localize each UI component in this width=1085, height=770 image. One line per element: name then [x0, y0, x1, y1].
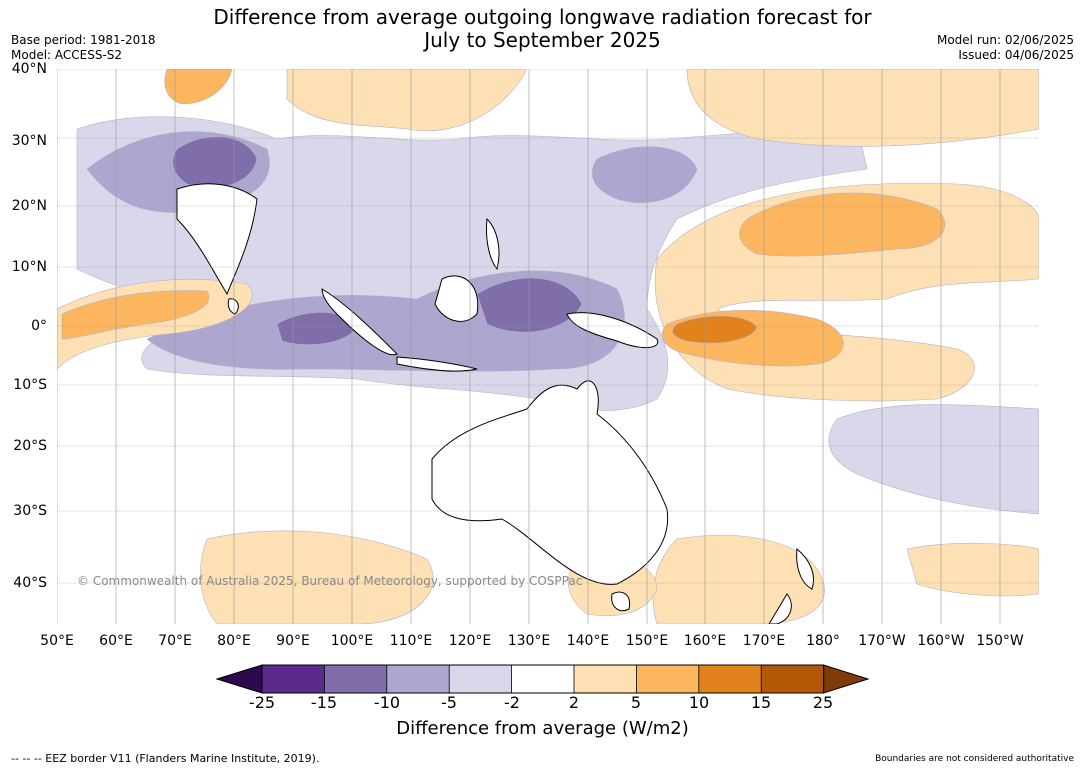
neg-field-new-guinea-dark [476, 277, 583, 333]
lon-label-170w: 170°W [858, 633, 906, 649]
model-name: Model: ACCESS-S2 [11, 48, 123, 62]
borneo-coastline [434, 275, 479, 322]
chart-title-line2: July to September 2025 [424, 28, 661, 52]
lon-label-120e: 120°E [448, 633, 492, 649]
new-zealand-coastline [768, 548, 814, 624]
colorbar [216, 664, 870, 694]
lon-label-160w: 160°W [917, 633, 965, 649]
colorbar-swatch [636, 665, 699, 693]
colorbar-swatch [574, 665, 637, 693]
lon-label-60e: 60°E [99, 633, 133, 649]
lon-label-80e: 80°E [217, 633, 251, 649]
coastlines [176, 183, 814, 624]
colorbar-tick: 10 [688, 693, 710, 712]
neg-field-west-pacific-medium [592, 146, 698, 204]
colorbar-swatch [449, 665, 512, 693]
philippines-coastline [486, 217, 500, 271]
colorbar-swatch [324, 665, 387, 693]
colorbar-swatch [511, 665, 574, 693]
pos-field-arabian-sea-medium [61, 290, 210, 340]
lat-label-20s: 20°S [13, 438, 47, 454]
model-run: Model run: 02/06/2025 [936, 33, 1074, 47]
colorbar-tick: 15 [750, 693, 772, 712]
lat-label-40s: 40°S [13, 575, 47, 591]
tasmania-coastline [611, 591, 631, 612]
java-coastline [396, 356, 478, 372]
lon-label-140e: 140°E [566, 633, 610, 649]
lat-label-equator: 0° [31, 318, 47, 334]
colorbar-outline [261, 664, 825, 694]
colorbar-extend-high [823, 664, 870, 694]
pos-field-tibet-medium [164, 69, 233, 105]
lon-label-90e: 90°E [276, 633, 310, 649]
map-copyright: © Commonwealth of Australia 2025, Bureau… [77, 574, 583, 588]
chart-title-line1: Difference from average outgoing longwav… [213, 5, 872, 29]
boundaries-note: Boundaries are not considered authoritat… [875, 754, 1074, 764]
colorbar-title: Difference from average (W/m2) [396, 718, 689, 739]
pos-field-north-pacific-medium [739, 192, 946, 257]
india-coastline [176, 183, 258, 296]
colorbar-tick: 5 [630, 693, 642, 712]
sumatra-coastline [321, 288, 398, 356]
colorbar-tick: 2 [568, 693, 580, 712]
colorbar-tick: 25 [812, 693, 834, 712]
lon-label-180: 180° [806, 633, 840, 649]
lat-label-30s: 30°S [13, 503, 47, 519]
lat-label-30n: 30°N [11, 133, 47, 149]
colorbar-tick: -25 [248, 693, 276, 712]
new-guinea-coastline [566, 312, 659, 348]
lat-label-10s: 10°S [13, 377, 47, 393]
base-period: Base period: 1981-2018 [11, 33, 156, 47]
colorbar-tick: -10 [373, 693, 401, 712]
issued-date: Issued: 04/06/2025 [958, 48, 1074, 62]
pos-field-equatorial-dark [672, 315, 758, 344]
lon-label-100e: 100°E [330, 633, 374, 649]
olr-anomaly-map [57, 69, 1039, 624]
lat-label-20n: 20°N [11, 198, 47, 214]
colorbar-swatch [698, 665, 762, 693]
lon-label-150w: 150°W [976, 633, 1024, 649]
pos-field-china [286, 69, 528, 132]
colorbar-tick: -15 [310, 693, 338, 712]
colorbar-swatch [262, 665, 325, 693]
lat-label-10n: 10°N [11, 259, 47, 275]
colorbar-tick: -2 [504, 693, 520, 712]
colorbar-dividers [324, 665, 762, 693]
lon-label-70e: 70°E [158, 633, 192, 649]
colorbar-extend-low [216, 664, 263, 694]
lon-label-160e: 160°E [683, 633, 727, 649]
lon-label-50e: 50°E [40, 633, 74, 649]
sri-lanka-coastline [227, 298, 239, 315]
lon-label-150e: 150°E [625, 633, 669, 649]
lon-label-130e: 130°E [507, 633, 551, 649]
eez-note: -- -- -- EEZ border V11 (Flanders Marine… [11, 752, 320, 765]
pos-field-north-pacific [686, 69, 1039, 147]
graticule [57, 69, 1039, 624]
lon-label-170e: 170°E [742, 633, 786, 649]
neg-field-south-pacific [828, 404, 1039, 515]
colorbar-swatch [761, 665, 824, 693]
lat-label-40n: 40°N [11, 61, 47, 77]
pos-field-south-indian [200, 530, 434, 624]
lon-label-110e: 110°E [389, 633, 433, 649]
australia-coastline [431, 380, 669, 585]
colorbar-tick: -5 [441, 693, 457, 712]
colorbar-swatch [386, 665, 450, 693]
